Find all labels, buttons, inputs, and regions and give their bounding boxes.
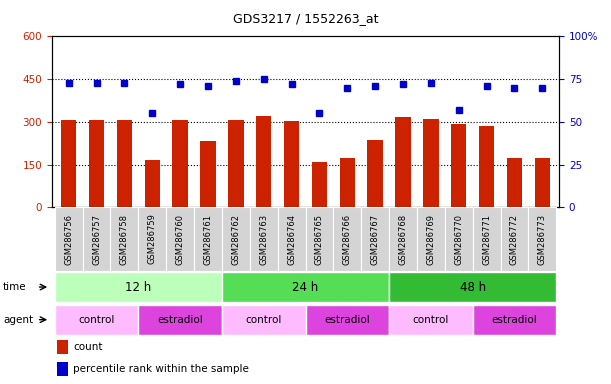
Text: estradiol: estradiol (324, 314, 370, 325)
Bar (55, 207, 82, 271)
Text: agent: agent (3, 314, 33, 325)
Bar (89, 120, 104, 207)
Bar (445, 207, 473, 271)
Bar (500, 207, 529, 271)
Bar (306, 207, 334, 271)
Bar (222, 207, 250, 271)
Text: GSM286771: GSM286771 (482, 214, 491, 265)
Bar (529, 207, 556, 271)
Bar (55, 272, 222, 302)
Text: GSM286772: GSM286772 (510, 214, 519, 265)
Text: 24 h: 24 h (293, 281, 318, 293)
Text: GSM286756: GSM286756 (64, 214, 73, 265)
Bar (479, 126, 494, 207)
Text: estradiol: estradiol (492, 314, 537, 325)
Text: control: control (412, 314, 449, 325)
Text: GSM286757: GSM286757 (92, 214, 101, 265)
Bar (340, 158, 355, 207)
Text: GSM286768: GSM286768 (398, 214, 408, 265)
Bar (507, 158, 522, 207)
Bar (389, 272, 556, 302)
Text: 12 h: 12 h (125, 281, 152, 293)
Bar (473, 305, 556, 335)
Text: GSM286770: GSM286770 (454, 214, 463, 265)
Bar (361, 207, 389, 271)
Text: GSM286761: GSM286761 (203, 214, 213, 265)
Text: 48 h: 48 h (459, 281, 486, 293)
Text: count: count (73, 342, 103, 352)
Bar (166, 207, 194, 271)
Bar (312, 162, 327, 207)
Bar (194, 207, 222, 271)
Text: GSM286767: GSM286767 (371, 214, 379, 265)
Bar (172, 120, 188, 207)
Bar (145, 161, 160, 207)
Text: estradiol: estradiol (157, 314, 203, 325)
Bar (117, 121, 132, 207)
Bar (306, 305, 389, 335)
Text: GSM286766: GSM286766 (343, 214, 352, 265)
Bar (535, 157, 550, 207)
Text: control: control (246, 314, 282, 325)
Bar (57, 341, 68, 354)
Bar (389, 305, 473, 335)
Bar (389, 207, 417, 271)
Bar (395, 117, 411, 207)
Text: GSM286760: GSM286760 (175, 214, 185, 265)
Bar (367, 139, 383, 207)
Bar (111, 207, 138, 271)
Bar (250, 207, 277, 271)
Text: GSM286758: GSM286758 (120, 214, 129, 265)
Bar (222, 272, 389, 302)
Bar (138, 305, 222, 335)
Bar (55, 305, 138, 335)
Bar (61, 120, 76, 207)
Text: control: control (78, 314, 115, 325)
Bar (82, 207, 111, 271)
Bar (423, 119, 439, 207)
Bar (222, 305, 306, 335)
Bar (200, 141, 216, 207)
Text: GSM286764: GSM286764 (287, 214, 296, 265)
Text: GSM286765: GSM286765 (315, 214, 324, 265)
Bar (57, 362, 68, 376)
Bar (334, 207, 361, 271)
Text: percentile rank within the sample: percentile rank within the sample (73, 364, 249, 374)
Bar (284, 121, 299, 207)
Text: GSM286762: GSM286762 (232, 214, 240, 265)
Bar (138, 207, 166, 271)
Text: GSM286759: GSM286759 (148, 214, 157, 265)
Text: GSM286763: GSM286763 (259, 214, 268, 265)
Text: GSM286769: GSM286769 (426, 214, 436, 265)
Bar (417, 207, 445, 271)
Text: GSM286773: GSM286773 (538, 214, 547, 265)
Bar (451, 124, 466, 207)
Bar (277, 207, 306, 271)
Text: GDS3217 / 1552263_at: GDS3217 / 1552263_at (233, 12, 378, 25)
Text: time: time (3, 282, 27, 292)
Bar (228, 120, 244, 207)
Bar (256, 116, 271, 207)
Bar (473, 207, 500, 271)
